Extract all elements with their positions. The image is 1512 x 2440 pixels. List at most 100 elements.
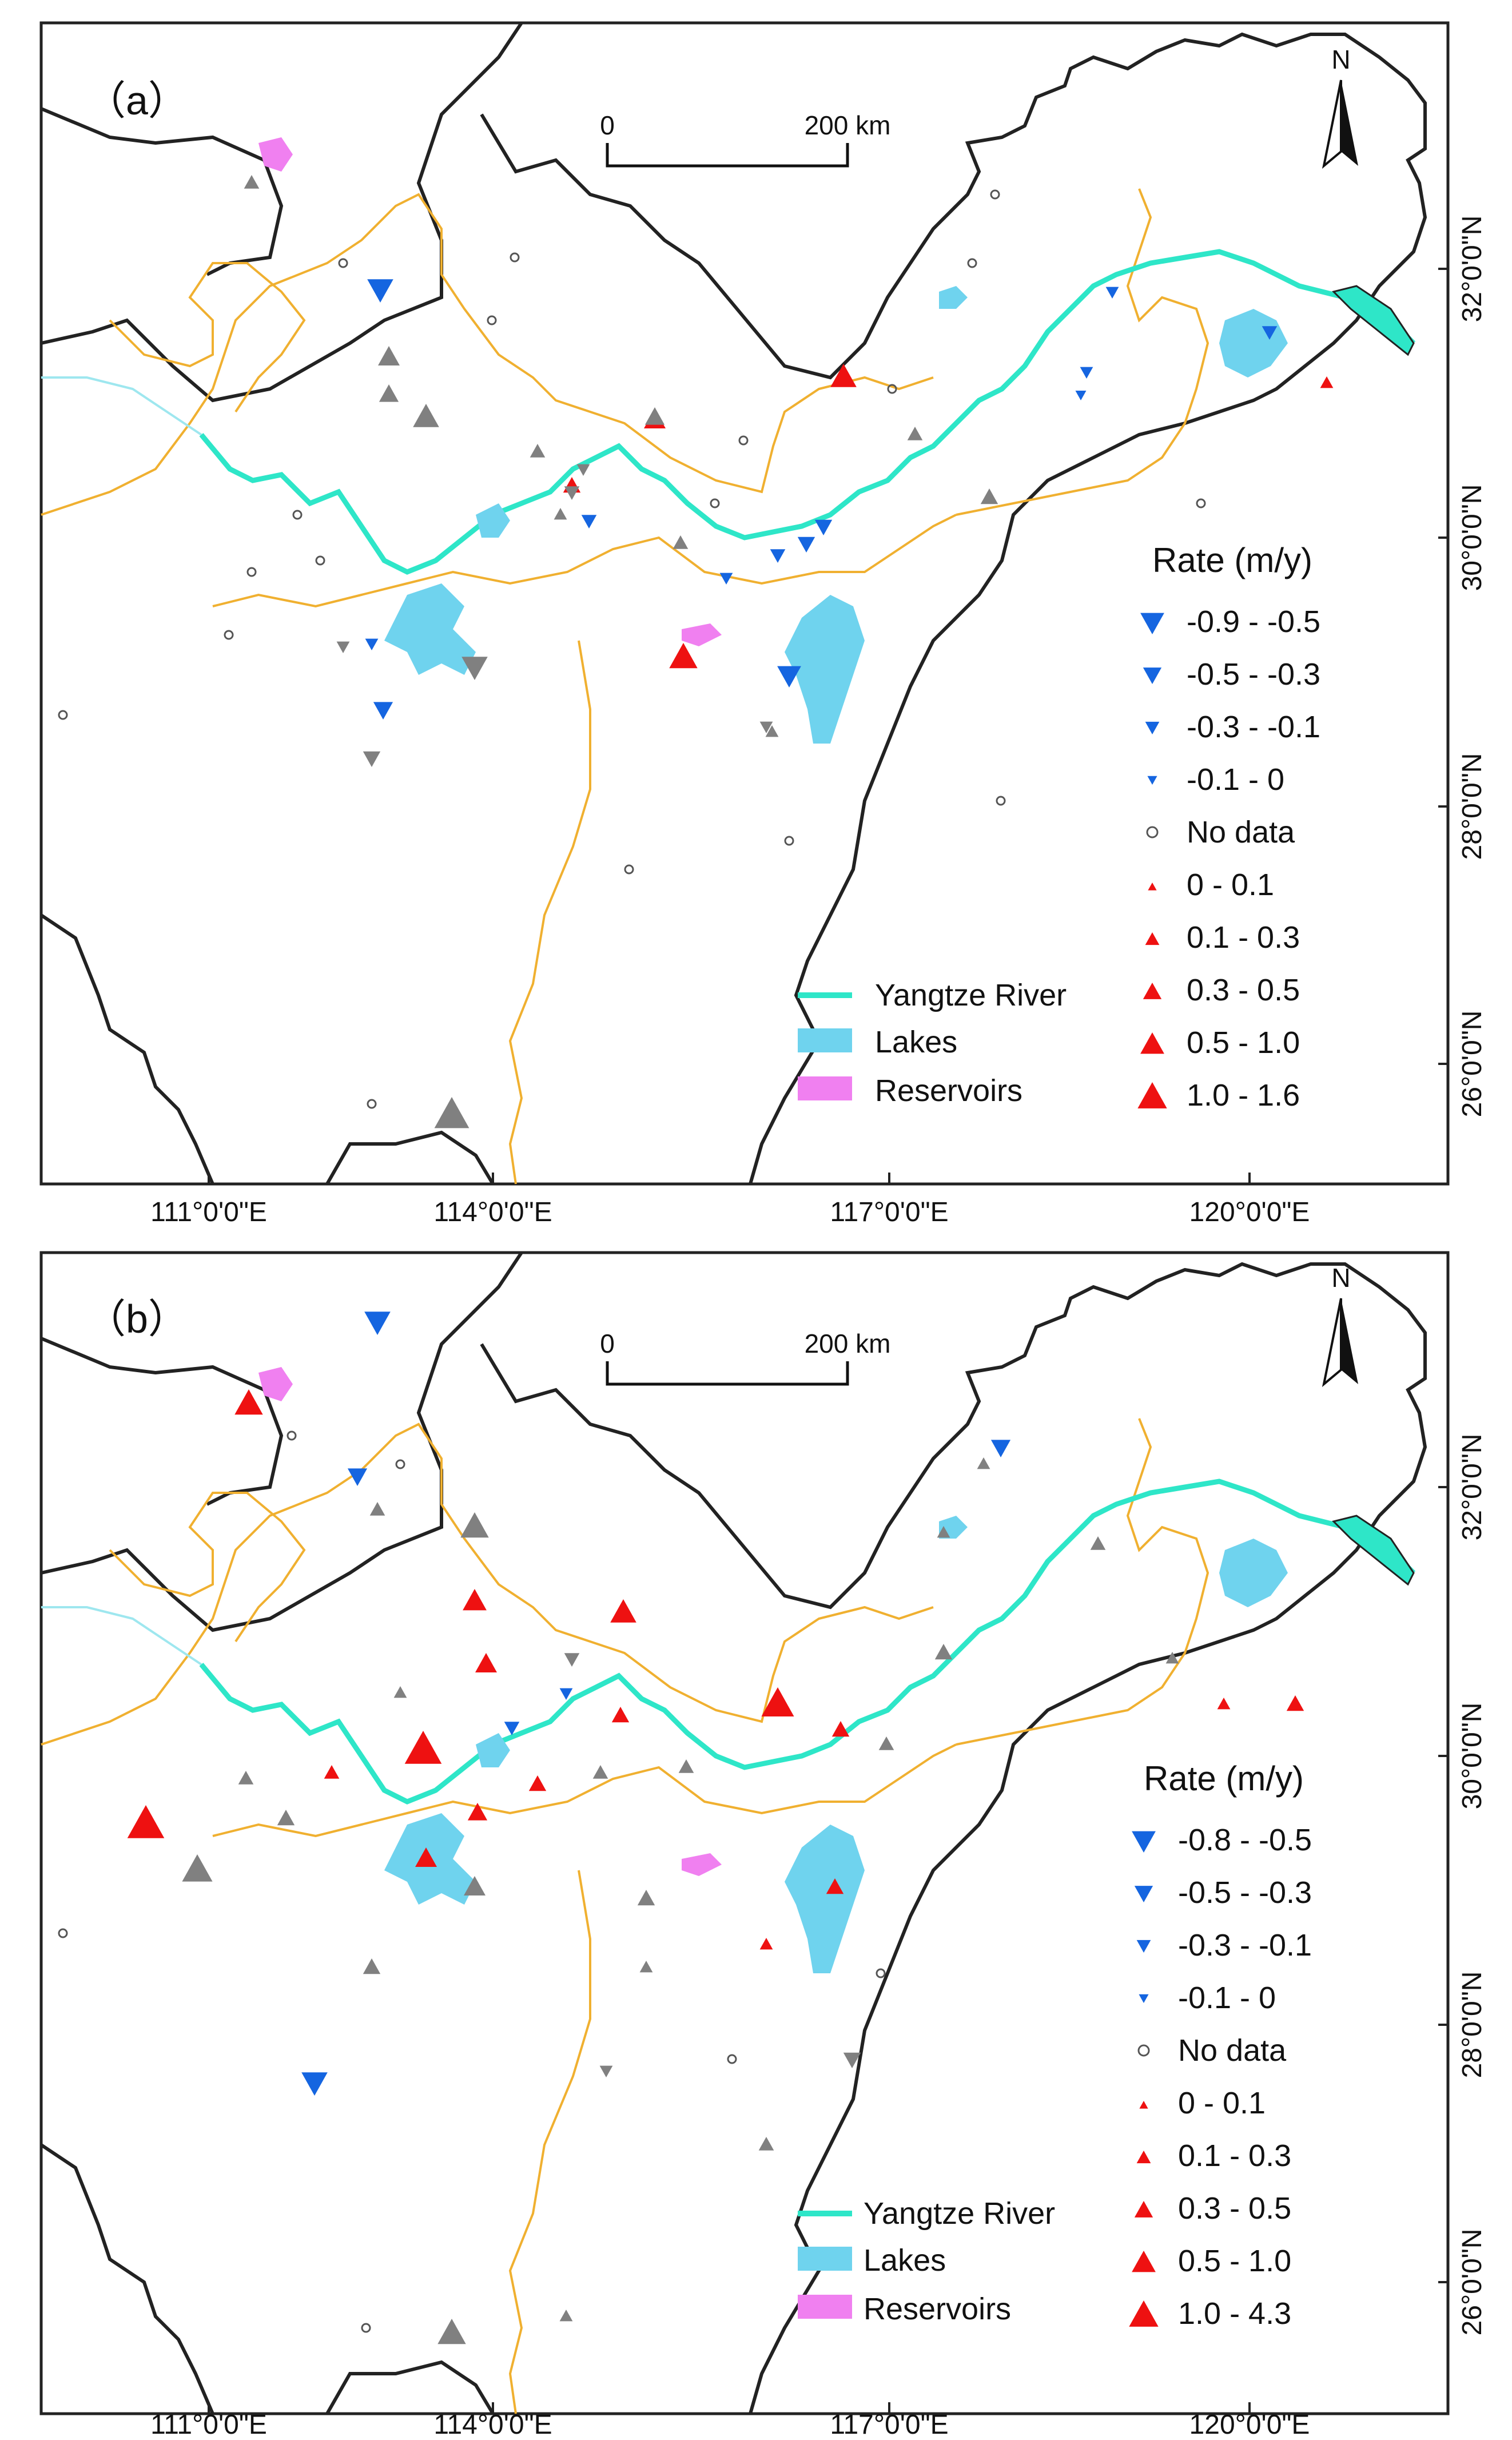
- lat-ticks-a: 32°0'0"N 30°0'0"N 28°0'0"N 26°0'0"N: [1438, 216, 1487, 1118]
- site-marker-gray: [460, 1512, 489, 1538]
- site-marker-gray: [644, 407, 665, 425]
- site-marker-decrease: [797, 537, 815, 553]
- site-marker-no-data: [315, 555, 325, 566]
- lon-tick-label: 111°0'0"E: [150, 2410, 267, 2440]
- site-marker-gray: [437, 2319, 466, 2344]
- legend-symbol-decrease: [1140, 613, 1164, 634]
- map-panel-b: （b） 0 200 km N 32°0'0"N 30°0'0"N 28°0'0"…: [41, 1253, 1487, 2440]
- legend-symbol-decrease: [1145, 721, 1160, 734]
- site-marker-decrease: [504, 1722, 520, 1735]
- site-marker-decrease: [1075, 391, 1087, 400]
- map-panel-a: （a） 0 200 km N 32°0'0"N 30°0'0"N 28°0'0"…: [41, 23, 1487, 1227]
- legend-symbol-decrease: [1134, 1886, 1153, 1902]
- legend-item-label: 0 - 0.1: [1178, 2086, 1266, 2120]
- legend-item-label: 0.1 - 0.3: [1178, 2139, 1291, 2173]
- lon-tick-label: 117°0'0"E: [830, 1197, 948, 1227]
- legend-symbol-decrease: [1147, 776, 1157, 785]
- site-marker-no-data: [395, 1459, 405, 1469]
- legend-item-label: -0.5 - -0.3: [1178, 1875, 1312, 1910]
- scale-bar-a: 0 200 km: [600, 110, 890, 168]
- site-marker-gray: [765, 725, 779, 737]
- lon-tick-label: 114°0'0"E: [433, 1197, 552, 1227]
- site-marker-increase: [324, 1765, 340, 1779]
- map-frame-a: [39, 21, 1450, 1186]
- site-marker-increase: [611, 1707, 630, 1723]
- site-marker-increase: [127, 1805, 165, 1838]
- legend-symbol-no-data: [1137, 2044, 1150, 2057]
- site-marker-gray: [363, 1958, 381, 1974]
- site-marker-decrease: [1080, 367, 1093, 379]
- site-marker-gray: [673, 535, 689, 549]
- site-marker-gray: [599, 2065, 613, 2077]
- lat-tick-label: 32°0'0"N: [1457, 216, 1487, 323]
- site-marker-no-data: [224, 630, 234, 640]
- site-marker-increase: [830, 364, 857, 387]
- site-marker-gray: [980, 488, 998, 504]
- legend-symbol-increase: [1139, 2101, 1148, 2109]
- panel-label-a: （a）: [86, 78, 188, 123]
- site-marker-no-data: [784, 836, 794, 846]
- site-marker-decrease: [301, 2072, 328, 2096]
- site-marker-no-data: [1196, 498, 1206, 508]
- site-marker-gray: [843, 2052, 861, 2068]
- site-marker-no-data: [338, 258, 348, 268]
- site-marker-no-data: [996, 796, 1006, 806]
- lon-tick-label: 120°0'0"E: [1189, 2410, 1310, 2440]
- legend-symbol-increase: [1143, 983, 1162, 999]
- site-marker-gray: [937, 1526, 950, 1538]
- lat-tick-label: 30°0'0"N: [1457, 1703, 1487, 1810]
- site-marker-decrease: [777, 666, 801, 688]
- site-marker-gray: [369, 1502, 385, 1516]
- legend-symbol-no-data: [1146, 826, 1159, 838]
- site-marker-no-data: [510, 252, 520, 263]
- site-marker-gray: [907, 427, 923, 440]
- legend-item-label: 1.0 - 1.6: [1187, 1078, 1300, 1112]
- legend-lakes-label: Lakes: [864, 2243, 946, 2278]
- site-marker-decrease: [365, 638, 379, 650]
- north-arrow-icon-a: N: [1322, 45, 1358, 169]
- site-marker-gray: [379, 384, 399, 402]
- site-marker-gray: [759, 721, 773, 733]
- site-marker-gray: [1090, 1536, 1106, 1550]
- legend-symbol-increase: [1132, 2251, 1156, 2272]
- site-marker-increase: [826, 1878, 844, 1894]
- site-marker-gray: [977, 1457, 990, 1469]
- legend-river-label: Yangtze River: [875, 978, 1067, 1012]
- site-marker-gray: [564, 1653, 580, 1667]
- panel-label-b: （b）: [86, 1297, 188, 1341]
- site-marker-gray: [878, 1736, 894, 1750]
- site-marker-gray: [277, 1810, 295, 1826]
- site-marker-gray: [413, 404, 439, 427]
- legend-item-label: 0.3 - 0.5: [1178, 2191, 1291, 2226]
- site-marker-decrease: [559, 1688, 573, 1700]
- site-marker-increase: [467, 1803, 488, 1821]
- site-marker-gray: [559, 2310, 573, 2322]
- map-frame-b: [39, 1251, 1450, 2415]
- legend-item-label: -0.8 - -0.5: [1178, 1823, 1312, 1857]
- site-marker-gray: [1165, 1652, 1179, 1664]
- scale-start-a: 0: [600, 110, 615, 140]
- site-marker-gray: [393, 1686, 407, 1698]
- site-marker-no-data: [967, 258, 977, 268]
- legend-reservoirs-label: Reservoirs: [875, 1074, 1022, 1108]
- site-marker-no-data: [292, 510, 303, 520]
- site-marker-increase: [415, 1847, 437, 1867]
- scale-end-b: 200 km: [805, 1329, 891, 1358]
- legend-symbol-increase: [1134, 2201, 1153, 2218]
- legend-item-label: -0.1 - 0: [1178, 1981, 1276, 2015]
- site-marker-gray: [461, 657, 488, 680]
- site-marker-no-data: [58, 710, 68, 720]
- site-marker-no-data: [990, 189, 1000, 200]
- site-marker-increase: [610, 1599, 636, 1623]
- legend-symbol-increase: [1140, 1032, 1164, 1054]
- lat-tick-label: 26°0'0"N: [1457, 1011, 1487, 1118]
- legend-symbol-increase: [1145, 932, 1160, 945]
- scale-start-b: 0: [600, 1329, 615, 1358]
- legend-item-label: -0.5 - -0.3: [1187, 657, 1320, 692]
- feature-legend-a: Yangtze River Lakes Reservoirs: [798, 978, 1067, 1108]
- legend-item-label: 0.5 - 1.0: [1178, 2244, 1291, 2278]
- site-marker-no-data: [710, 498, 720, 508]
- scale-bar-b: 0 200 km: [600, 1329, 891, 1386]
- lat-tick-label: 32°0'0"N: [1457, 1434, 1487, 1541]
